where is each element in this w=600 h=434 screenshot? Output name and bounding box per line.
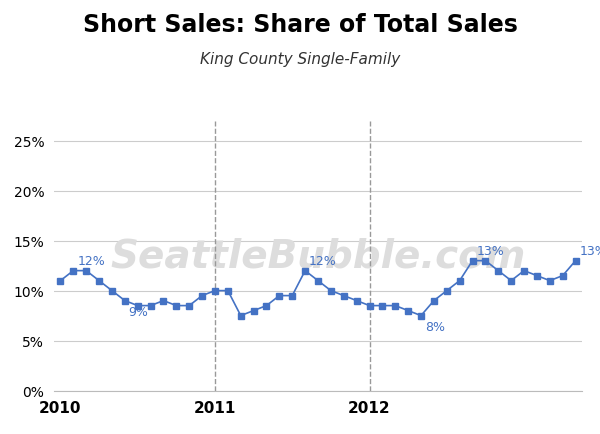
Text: 12%: 12%	[77, 254, 105, 267]
Text: King County Single-Family: King County Single-Family	[200, 52, 400, 67]
Text: Short Sales: Share of Total Sales: Short Sales: Share of Total Sales	[83, 13, 517, 37]
Text: SeattleBubble.com: SeattleBubble.com	[110, 237, 526, 275]
Text: 9%: 9%	[128, 305, 149, 318]
Text: 8%: 8%	[425, 320, 445, 333]
Text: 13%: 13%	[476, 244, 504, 257]
Text: 13%: 13%	[580, 244, 600, 257]
Text: 12%: 12%	[309, 254, 337, 267]
